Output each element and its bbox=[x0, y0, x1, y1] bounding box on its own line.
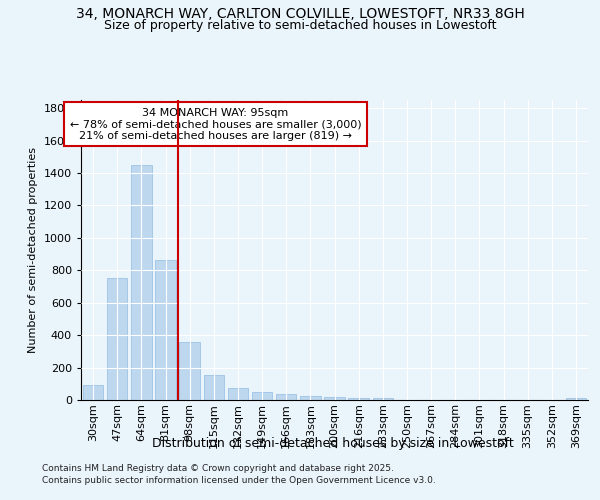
Bar bbox=[324, 397, 345, 400]
Bar bbox=[276, 394, 296, 400]
Bar bbox=[107, 278, 127, 400]
Text: Size of property relative to semi-detached houses in Lowestoft: Size of property relative to semi-detach… bbox=[104, 19, 496, 32]
Y-axis label: Number of semi-detached properties: Number of semi-detached properties bbox=[28, 147, 38, 353]
Bar bbox=[83, 384, 103, 400]
Bar bbox=[179, 342, 200, 400]
Bar bbox=[349, 398, 369, 400]
Text: Distribution of semi-detached houses by size in Lowestoft: Distribution of semi-detached houses by … bbox=[152, 438, 514, 450]
Text: Contains public sector information licensed under the Open Government Licence v3: Contains public sector information licen… bbox=[42, 476, 436, 485]
Text: 34, MONARCH WAY, CARLTON COLVILLE, LOWESTOFT, NR33 8GH: 34, MONARCH WAY, CARLTON COLVILLE, LOWES… bbox=[76, 8, 524, 22]
Bar bbox=[252, 392, 272, 400]
Bar bbox=[203, 375, 224, 400]
Bar bbox=[300, 396, 320, 400]
Bar bbox=[227, 388, 248, 400]
Bar bbox=[566, 398, 586, 400]
Text: 34 MONARCH WAY: 95sqm
← 78% of semi-detached houses are smaller (3,000)
21% of s: 34 MONARCH WAY: 95sqm ← 78% of semi-deta… bbox=[70, 108, 361, 140]
Bar bbox=[155, 260, 176, 400]
Text: Contains HM Land Registry data © Crown copyright and database right 2025.: Contains HM Land Registry data © Crown c… bbox=[42, 464, 394, 473]
Bar bbox=[131, 165, 152, 400]
Bar bbox=[373, 398, 393, 400]
